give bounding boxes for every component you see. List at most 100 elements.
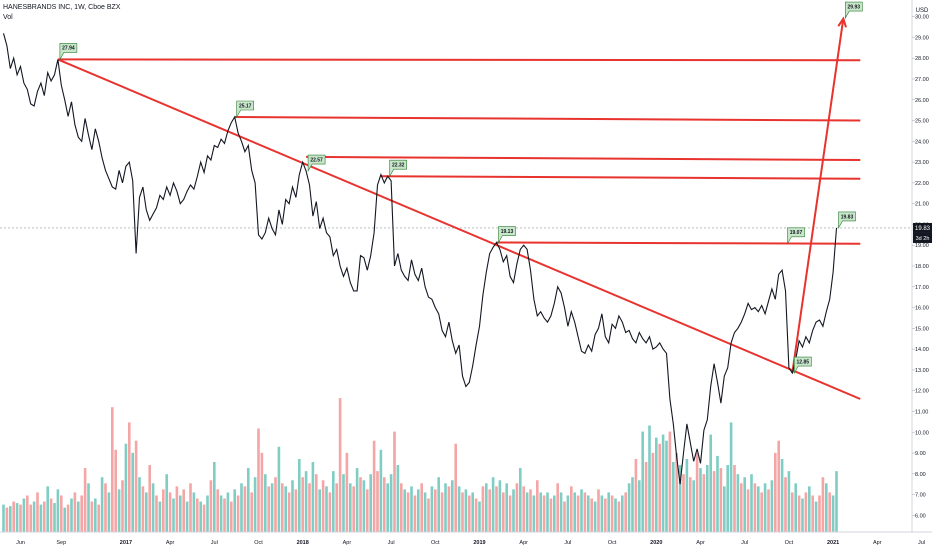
- volume-bar: [692, 480, 695, 532]
- callout-box: [794, 356, 812, 375]
- volume-bar: [417, 489, 420, 532]
- volume-bar: [12, 501, 15, 532]
- x-tick-label: Jun: [16, 540, 25, 546]
- callout-box: [498, 226, 516, 244]
- volume-bar: [379, 449, 383, 532]
- volume-bar: [281, 483, 284, 532]
- volume-bar: [733, 465, 736, 532]
- volume-bar: [29, 504, 32, 532]
- resistance-line: [306, 155, 861, 162]
- callout-label: 27.94: [62, 46, 75, 52]
- volume-bar: [437, 477, 440, 532]
- volume-bar: [321, 480, 325, 532]
- volume-bar: [148, 465, 151, 532]
- price-callout: 19.07: [787, 227, 805, 245]
- volume-bar: [175, 486, 179, 532]
- volume-bar: [621, 495, 624, 532]
- volume-bar: [185, 501, 189, 532]
- y-tick-label: 22.00: [915, 181, 929, 187]
- x-tick-label: 2020: [650, 540, 662, 546]
- callout-label: 19.07: [790, 230, 803, 236]
- volume-bar: [651, 452, 655, 532]
- volume-bar: [199, 501, 202, 532]
- volume-bar: [359, 477, 362, 532]
- volume-bar: [83, 468, 87, 532]
- volume-bar: [814, 501, 818, 532]
- y-tick-label: 9.00: [915, 451, 926, 457]
- volume-bar: [386, 483, 389, 532]
- y-tick-label: 29.00: [915, 35, 929, 41]
- price-callout: 19.83: [838, 211, 856, 230]
- volume-bar: [536, 480, 539, 532]
- resistance-line: [496, 241, 861, 245]
- resistance-line: [57, 58, 861, 62]
- volume-bar: [342, 474, 345, 532]
- volume-bar: [699, 468, 702, 532]
- price-callout: 27.94: [59, 43, 78, 61]
- volume-bar: [362, 480, 366, 532]
- volume-bar: [73, 492, 77, 532]
- volume-bar: [801, 498, 804, 532]
- volume-bar: [668, 431, 672, 532]
- volume-bar: [90, 501, 94, 532]
- volume-bar: [835, 471, 838, 532]
- volume-bar: [97, 504, 100, 532]
- volume-bar: [614, 498, 617, 532]
- price-callout: 19.13: [498, 226, 516, 244]
- y-tick-label: 18.00: [915, 264, 929, 270]
- volume-bar: [502, 492, 505, 532]
- volume-bar: [87, 483, 90, 532]
- callout-label: 25.17: [239, 103, 252, 109]
- volume-bar: [794, 483, 797, 532]
- volume-bar: [291, 480, 294, 532]
- x-tick-label: Jul: [564, 540, 571, 546]
- resistance-line: [234, 115, 861, 122]
- volume-bar: [230, 501, 233, 532]
- volume-bar: [610, 495, 614, 532]
- volume-bar: [56, 489, 60, 532]
- volume-bar: [226, 492, 230, 532]
- y-tick-label: 7.00: [915, 493, 926, 499]
- volume-bar: [573, 492, 576, 532]
- last-price-tag: 19.83 3d 2h: [913, 222, 932, 243]
- volume-bar: [124, 443, 128, 532]
- volume-bar: [648, 425, 651, 532]
- volume-bar: [706, 465, 709, 532]
- callout-label: 19.83: [841, 214, 854, 220]
- volume-bar: [338, 398, 342, 532]
- volume-bar: [512, 489, 515, 532]
- callout-label: 22.57: [310, 157, 323, 163]
- volume-bar: [461, 492, 464, 532]
- volume-bar: [423, 492, 427, 532]
- volume-bar: [264, 474, 267, 532]
- volume-bar: [682, 474, 685, 532]
- y-tick-label: 30.00: [915, 15, 929, 21]
- callout-box: [59, 43, 78, 61]
- volume-bar: [138, 477, 141, 532]
- volume-bar: [328, 492, 332, 532]
- y-tick-label: 8.00: [915, 472, 926, 478]
- volume-bar: [355, 468, 359, 532]
- volume-bar: [410, 486, 413, 532]
- price-callout: 22.32: [389, 159, 407, 178]
- volume-bar: [444, 483, 447, 532]
- volume-bar: [797, 495, 801, 532]
- volume-bar: [46, 486, 49, 532]
- volume-bar: [712, 471, 716, 532]
- volume-bar: [709, 434, 712, 532]
- volume-bar: [213, 462, 216, 532]
- volume-bar: [352, 486, 355, 532]
- volume-bar: [447, 486, 451, 532]
- volume-bar: [485, 483, 488, 532]
- volume-bar: [19, 504, 22, 532]
- volume-bar: [26, 495, 29, 532]
- volume-bar: [2, 504, 5, 532]
- volume-bar: [366, 489, 369, 532]
- callout-box: [389, 159, 407, 178]
- volume-bar: [583, 492, 587, 532]
- y-tick-label: 11.00: [915, 409, 928, 415]
- volume-bar: [389, 474, 393, 532]
- volume-bar: [141, 486, 145, 532]
- volume-bar: [593, 501, 597, 532]
